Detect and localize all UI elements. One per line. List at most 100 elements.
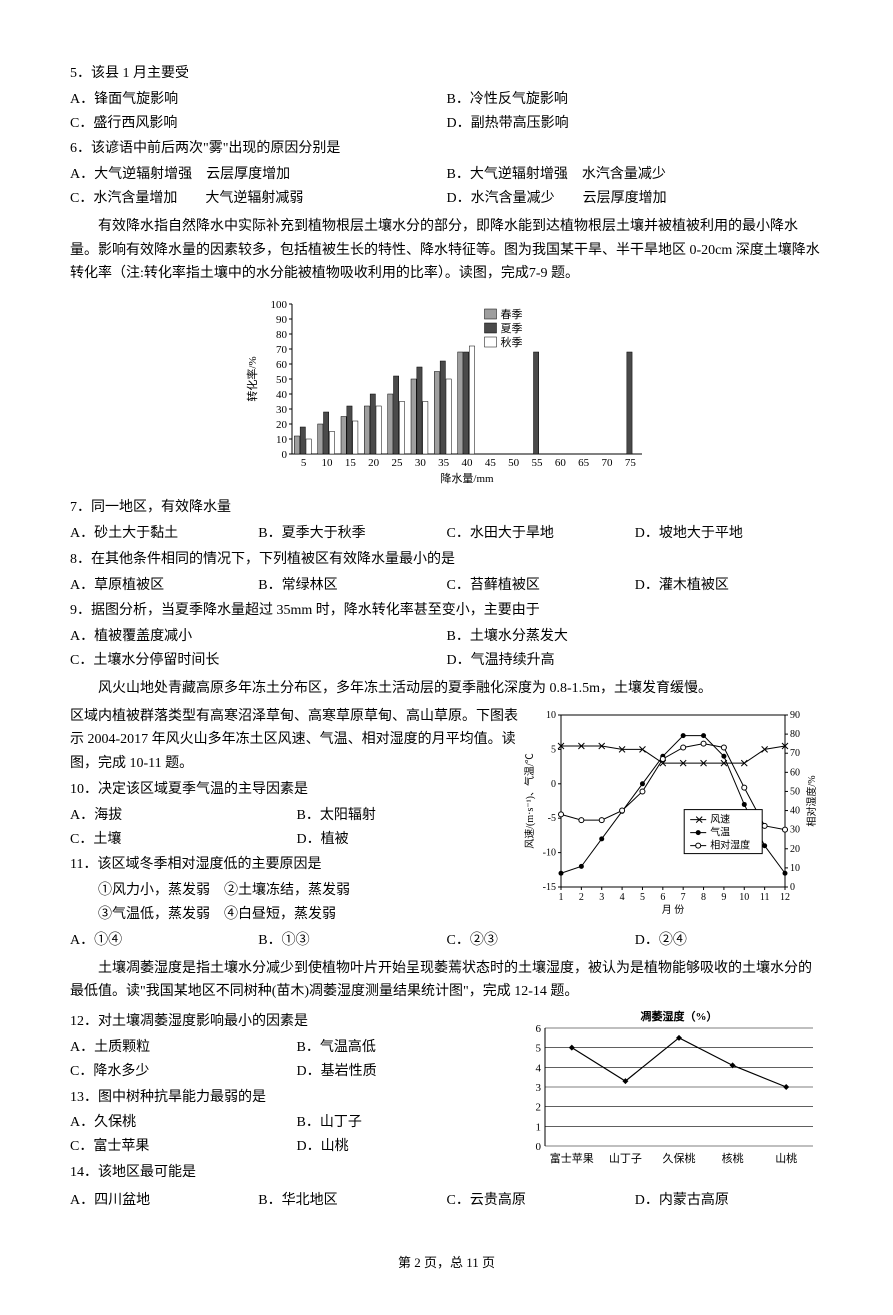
svg-text:相对湿度/%: 相对湿度/% <box>805 775 818 826</box>
q14-a[interactable]: A．四川盆地 <box>70 1189 258 1213</box>
q7-a[interactable]: A．砂土大于黏土 <box>70 522 258 546</box>
q13-c[interactable]: C．富士苹果 <box>70 1135 297 1159</box>
passage-10-11-a: 风火山地处青藏高原多年冻土分布区，多年冻土活动层的夏季融化深度为 0.8-1.5… <box>70 677 823 701</box>
svg-text:90: 90 <box>276 314 288 326</box>
chart-2: -15-10-505100102030405060708090123456789… <box>523 705 823 927</box>
q14-c[interactable]: C．云贵高原 <box>447 1189 635 1213</box>
q5-c[interactable]: C．盛行西风影响 <box>70 112 447 136</box>
q6-d[interactable]: D．水汽含量减少 云层厚度增加 <box>447 187 824 211</box>
svg-text:80: 80 <box>276 329 288 341</box>
q7-d[interactable]: D．坡地大于平地 <box>635 522 823 546</box>
q11-b[interactable]: B．①③ <box>258 929 446 953</box>
svg-text:3: 3 <box>599 892 604 903</box>
svg-text:1: 1 <box>559 892 564 903</box>
chart-2-svg: -15-10-505100102030405060708090123456789… <box>523 705 823 915</box>
q12-stem: 12．对土壤凋萎湿度影响最小的因素是 <box>70 1010 523 1034</box>
svg-text:60: 60 <box>276 359 288 371</box>
svg-text:50: 50 <box>790 786 800 797</box>
q9-a[interactable]: A．植被覆盖度减小 <box>70 625 447 649</box>
svg-text:-10: -10 <box>543 847 556 858</box>
svg-text:核桃: 核桃 <box>722 1151 744 1165</box>
q8-d[interactable]: D．灌木植被区 <box>635 574 823 598</box>
svg-text:10: 10 <box>546 710 556 721</box>
svg-text:转化率/%: 转化率/% <box>245 357 259 402</box>
q13-opts: A．久保桃 B．山丁子 C．富士苹果 D．山桃 <box>70 1111 523 1159</box>
q12-c[interactable]: C．降水多少 <box>70 1060 297 1084</box>
q10-a[interactable]: A．海拔 <box>70 804 297 828</box>
svg-text:山桃: 山桃 <box>775 1151 797 1165</box>
svg-text:50: 50 <box>276 374 288 386</box>
svg-text:4: 4 <box>620 892 625 903</box>
q9-opts: A．植被覆盖度减小 B．土壤水分蒸发大 C．土壤水分停留时间长 D．气温持续升高 <box>70 625 823 673</box>
svg-text:3: 3 <box>536 1082 542 1094</box>
q9-d[interactable]: D．气温持续升高 <box>447 649 824 673</box>
q7-b[interactable]: B．夏季大于秋季 <box>258 522 446 546</box>
q13-b[interactable]: B．山丁子 <box>297 1111 524 1135</box>
svg-text:风速: 风速 <box>710 813 730 825</box>
q12-opts: A．土质颗粒 B．气温高低 C．降水多少 D．基岩性质 <box>70 1036 523 1084</box>
svg-text:25: 25 <box>391 457 403 469</box>
q6-a[interactable]: A．大气逆辐射增强 云层厚度增加 <box>70 163 447 187</box>
svg-text:山丁子: 山丁子 <box>609 1152 642 1165</box>
q6-c[interactable]: C．水汽含量增加 大气逆辐射减弱 <box>70 187 447 211</box>
q14-b[interactable]: B．华北地区 <box>258 1189 446 1213</box>
svg-text:70: 70 <box>790 748 800 759</box>
q7-c[interactable]: C．水田大于旱地 <box>447 522 635 546</box>
svg-text:45: 45 <box>484 457 496 469</box>
svg-text:1: 1 <box>536 1121 542 1133</box>
svg-text:凋萎湿度（%）: 凋萎湿度（%） <box>641 1009 718 1023</box>
q6-stem: 6．该谚语中前后两次"雾"出现的原因分别是 <box>70 137 823 161</box>
svg-text:90: 90 <box>790 710 800 721</box>
svg-text:30: 30 <box>276 404 288 416</box>
q12-a[interactable]: A．土质颗粒 <box>70 1036 297 1060</box>
q7-stem: 7．同一地区，有效降水量 <box>70 496 823 520</box>
q12-b[interactable]: B．气温高低 <box>297 1036 524 1060</box>
q8-a[interactable]: A．草原植被区 <box>70 574 258 598</box>
q10-c[interactable]: C．土壤 <box>70 828 297 852</box>
q10-b[interactable]: B．太阳辐射 <box>297 804 524 828</box>
q5-b[interactable]: B．冷性反气旋影响 <box>447 88 824 112</box>
svg-text:7: 7 <box>681 892 686 903</box>
q9-b[interactable]: B．土壤水分蒸发大 <box>447 625 824 649</box>
q6-b[interactable]: B．大气逆辐射增强 水汽含量减少 <box>447 163 824 187</box>
q11-stem: 11．该区域冬季相对湿度低的主要原因是 <box>70 853 523 877</box>
q11-a[interactable]: A．①④ <box>70 929 258 953</box>
svg-text:5: 5 <box>551 744 556 755</box>
svg-text:6: 6 <box>536 1023 542 1035</box>
q9-stem: 9．据图分析，当夏季降水量超过 35mm 时，降水转化率甚至变小，主要由于 <box>70 599 823 623</box>
svg-text:10: 10 <box>276 434 288 446</box>
q13-a[interactable]: A．久保桃 <box>70 1111 297 1135</box>
q5-a[interactable]: A．锋面气旋影响 <box>70 88 447 112</box>
svg-text:气温: 气温 <box>710 825 730 838</box>
passage-7-9: 有效降水指自然降水中实际补充到植物根层土壤水分的部分，即降水能到达植物根层土壤并… <box>70 215 823 286</box>
q12-d[interactable]: D．基岩性质 <box>297 1060 524 1084</box>
svg-text:久保桃: 久保桃 <box>663 1151 696 1165</box>
q11-c[interactable]: C．②③ <box>447 929 635 953</box>
passage-10-11-b: 区域内植被群落类型有高寒沼泽草甸、高寒草原草甸、高山草原。下图表示 2004-2… <box>70 705 523 776</box>
q9-c[interactable]: C．土壤水分停留时间长 <box>70 649 447 673</box>
svg-text:30: 30 <box>414 457 426 469</box>
q13-d[interactable]: D．山桃 <box>297 1135 524 1159</box>
svg-text:50: 50 <box>508 457 519 469</box>
q10-d[interactable]: D．植被 <box>297 828 524 852</box>
q8-stem: 8．在其他条件相同的情况下，下列植被区有效降水量最小的是 <box>70 548 823 572</box>
svg-text:35: 35 <box>438 457 450 469</box>
svg-text:0: 0 <box>790 882 795 893</box>
svg-text:60: 60 <box>554 457 566 469</box>
svg-text:80: 80 <box>790 729 800 740</box>
svg-text:8: 8 <box>701 892 706 903</box>
svg-text:10: 10 <box>321 457 333 469</box>
svg-text:5: 5 <box>640 892 645 903</box>
chart-3-svg: 凋萎湿度（%）0123456富士苹果山丁子久保桃核桃山桃 <box>523 1008 823 1168</box>
svg-text:2: 2 <box>536 1102 542 1114</box>
q8-b[interactable]: B．常绿林区 <box>258 574 446 598</box>
q14-d[interactable]: D．内蒙古高原 <box>635 1189 823 1213</box>
q11-d[interactable]: D．②④ <box>635 929 823 953</box>
svg-text:富士苹果: 富士苹果 <box>550 1151 594 1165</box>
q11-opts: A．①④ B．①③ C．②③ D．②④ <box>70 929 823 953</box>
q8-c[interactable]: C．苔藓植被区 <box>447 574 635 598</box>
q10-stem: 10．决定该区域夏季气温的主导因素是 <box>70 778 523 802</box>
passage-12-14: 土壤凋萎湿度是指土壤水分减少到使植物叶片开始呈现萎蔫状态时的土壤湿度，被认为是植… <box>70 957 823 1005</box>
svg-text:40: 40 <box>461 457 473 469</box>
q5-d[interactable]: D．副热带高压影响 <box>447 112 824 136</box>
